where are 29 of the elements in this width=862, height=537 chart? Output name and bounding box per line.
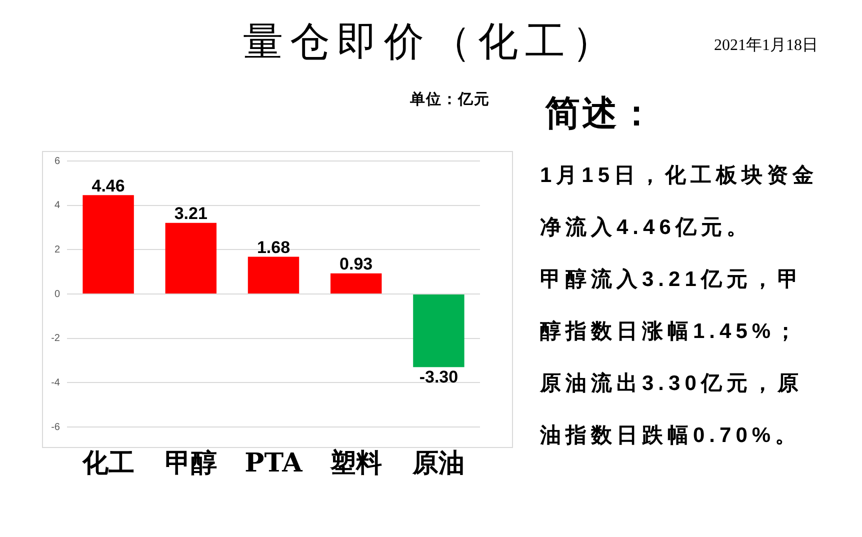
y-tick-label: 4 (54, 200, 60, 212)
text: 1月15日，化工板块资金净流入4.46亿元。 (540, 164, 818, 239)
y-tick-label: -4 (51, 377, 60, 388)
data-label: 4.46 (92, 176, 125, 196)
bar (248, 256, 300, 294)
data-label: 3.21 (174, 204, 208, 224)
chart-title: 量仓即价（化工） (243, 18, 619, 66)
data-label: 0.93 (340, 254, 373, 274)
x-tick-label: 塑料 (329, 448, 382, 478)
x-tick-label: 原油 (412, 448, 465, 478)
y-tick-label: 0 (54, 288, 60, 300)
y-tick-label: 6 (54, 156, 60, 167)
data-label: 1.68 (256, 238, 290, 257)
data-label: -3.30 (419, 367, 458, 386)
y-tick-label: -2 (51, 333, 60, 344)
text: 简述： (545, 93, 656, 135)
text: 原油流出3.30亿元，原油指数日跌幅0.70%。 (540, 372, 803, 447)
y-tick-label: -6 (51, 422, 60, 433)
x-tick-label: 甲醇 (164, 448, 217, 478)
text: 甲醇流入3.21亿元，甲醇指数日涨幅1.45%； (540, 268, 803, 343)
x-tick-label: 化工 (81, 448, 134, 478)
bar (82, 195, 134, 294)
text: 单位：亿元 (410, 90, 490, 109)
bar (413, 294, 464, 368)
text: 2021年1月18日 (714, 36, 818, 56)
x-tick-label: PTA (244, 448, 304, 478)
bar (165, 222, 217, 294)
bar (330, 273, 382, 294)
y-tick-label: 2 (54, 244, 60, 256)
